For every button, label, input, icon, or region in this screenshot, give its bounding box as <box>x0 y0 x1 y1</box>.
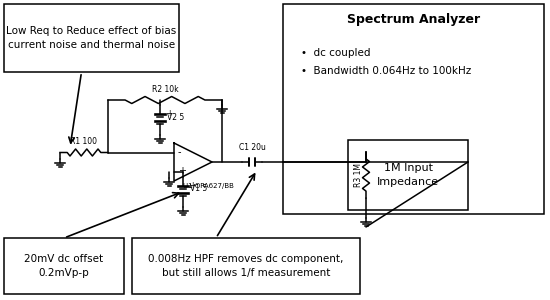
Text: Spectrum Analyzer: Spectrum Analyzer <box>347 14 480 26</box>
Text: V1 5: V1 5 <box>190 184 207 193</box>
Text: •  dc coupled: • dc coupled <box>301 48 371 58</box>
Bar <box>283 4 544 214</box>
Text: -: - <box>178 148 182 158</box>
Text: +: + <box>189 181 195 190</box>
Text: +: + <box>178 167 186 176</box>
Bar <box>4 4 179 72</box>
Text: +: + <box>166 110 172 118</box>
Text: C1 20u: C1 20u <box>239 143 266 152</box>
Text: 0.008Hz HPF removes dc component,
but still allows 1/f measurement: 0.008Hz HPF removes dc component, but st… <box>148 254 344 278</box>
Bar <box>132 238 360 294</box>
Text: 20mV dc offset
0.2mVp-p: 20mV dc offset 0.2mVp-p <box>24 254 103 278</box>
Text: V2 5: V2 5 <box>167 112 184 122</box>
Bar <box>348 140 468 210</box>
Text: 1M Input
Impedance: 1M Input Impedance <box>377 163 439 188</box>
Text: R3 1M: R3 1M <box>354 163 363 187</box>
Text: •  Bandwidth 0.064Hz to 100kHz: • Bandwidth 0.064Hz to 100kHz <box>301 66 471 76</box>
Text: U1 OPA627/BB: U1 OPA627/BB <box>183 183 234 189</box>
Text: Low Req to Reduce effect of bias
current noise and thermal noise: Low Req to Reduce effect of bias current… <box>7 26 177 50</box>
Bar <box>4 238 124 294</box>
Text: R1 100: R1 100 <box>70 137 97 146</box>
Text: R2 10k: R2 10k <box>152 85 178 94</box>
